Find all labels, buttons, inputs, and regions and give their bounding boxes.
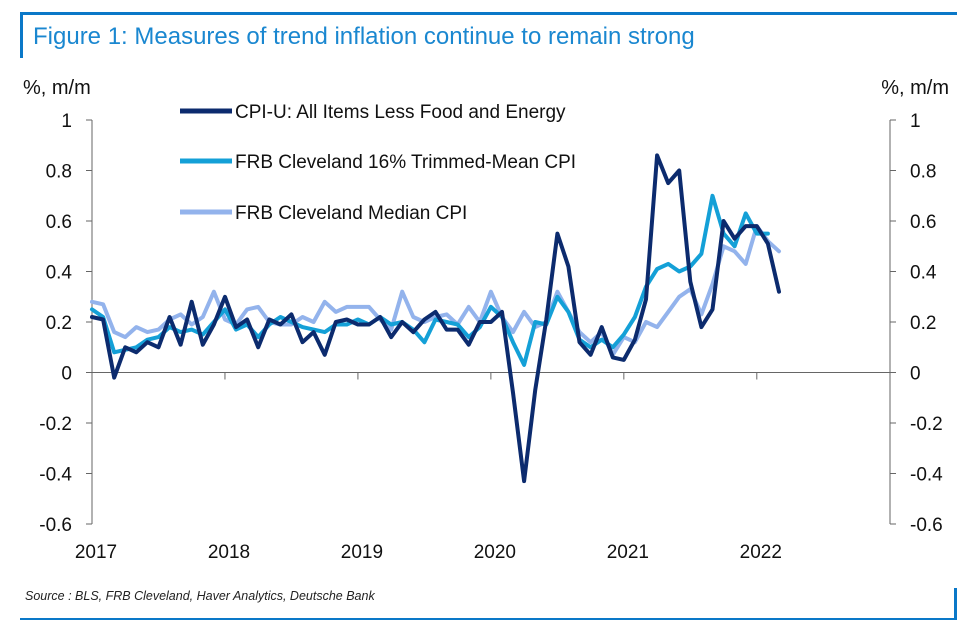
axes-layer: 1 1 0.8 0.8 0.6 0.6 0.4 0.4 0.2 0.2 0 0 -0.2 -0.2 -0.4… — [23, 77, 949, 563]
series-line-median-cpi — [90, 224, 781, 357]
y-axis-label-left: %, m/m — [23, 77, 91, 99]
y-tick-label-left: -0.2 — [39, 414, 72, 435]
chart-area: 1 1 0.8 0.8 0.6 0.6 0.4 0.4 0.2 0.2 0 0 -0.2 -0.2 -0.4… — [23, 77, 949, 563]
y-tick-label-right: 0.8 — [910, 162, 936, 183]
x-tick-label: 2018 — [208, 542, 250, 563]
legend: CPI-U: All Items Less Food and Energy FRB… — [180, 102, 576, 224]
y-tick-label-left: 0.4 — [46, 263, 73, 284]
series-line-trimmed-mean-cpi — [90, 193, 770, 367]
chart-title: Figure 1: Measures of trend inflation co… — [33, 23, 695, 50]
y-tick-label-left: 1 — [61, 111, 72, 132]
y-tick-label-left: 0 — [61, 364, 72, 385]
y-tick-label-left: -0.6 — [39, 515, 72, 536]
y-tick-label-right: 0.2 — [910, 313, 936, 334]
y-tick-label-left: 0.2 — [46, 313, 72, 334]
y-tick-label-right: -0.4 — [910, 465, 943, 486]
frame-right-rule — [954, 588, 957, 620]
x-tick-label: 2019 — [341, 542, 383, 563]
y-tick-label-right: 0.4 — [910, 263, 937, 284]
source-note: Source : BLS, FRB Cleveland, Haver Analy… — [25, 589, 375, 603]
x-tick-label: 2020 — [474, 542, 516, 563]
frame-bottom-rule — [20, 618, 957, 620]
series-line-core-cpi — [90, 153, 781, 484]
legend-label: FRB Cleveland Median CPI — [235, 203, 467, 224]
series-layer — [90, 153, 781, 484]
y-tick-label-right: 0 — [910, 364, 921, 385]
y-tick-label-left: 0.6 — [46, 212, 72, 233]
x-tick-label: 2022 — [740, 542, 782, 563]
y-tick-label-left: 0.8 — [46, 162, 72, 183]
y-tick-label-left: -0.4 — [39, 465, 72, 486]
y-tick-label-right: 1 — [910, 111, 921, 132]
x-tick-label: 2021 — [607, 542, 649, 563]
frame-left-rule — [20, 15, 23, 58]
x-tick-label: 2017 — [75, 542, 117, 563]
legend-label: FRB Cleveland 16% Trimmed-Mean CPI — [235, 152, 576, 173]
y-tick-label-right: -0.6 — [910, 515, 943, 536]
legend-label: CPI-U: All Items Less Food and Energy — [235, 102, 566, 123]
y-axis-label-right: %, m/m — [881, 77, 949, 99]
frame-top-rule — [20, 12, 957, 15]
y-tick-label-right: 0.6 — [910, 212, 936, 233]
y-tick-label-right: -0.2 — [910, 414, 943, 435]
